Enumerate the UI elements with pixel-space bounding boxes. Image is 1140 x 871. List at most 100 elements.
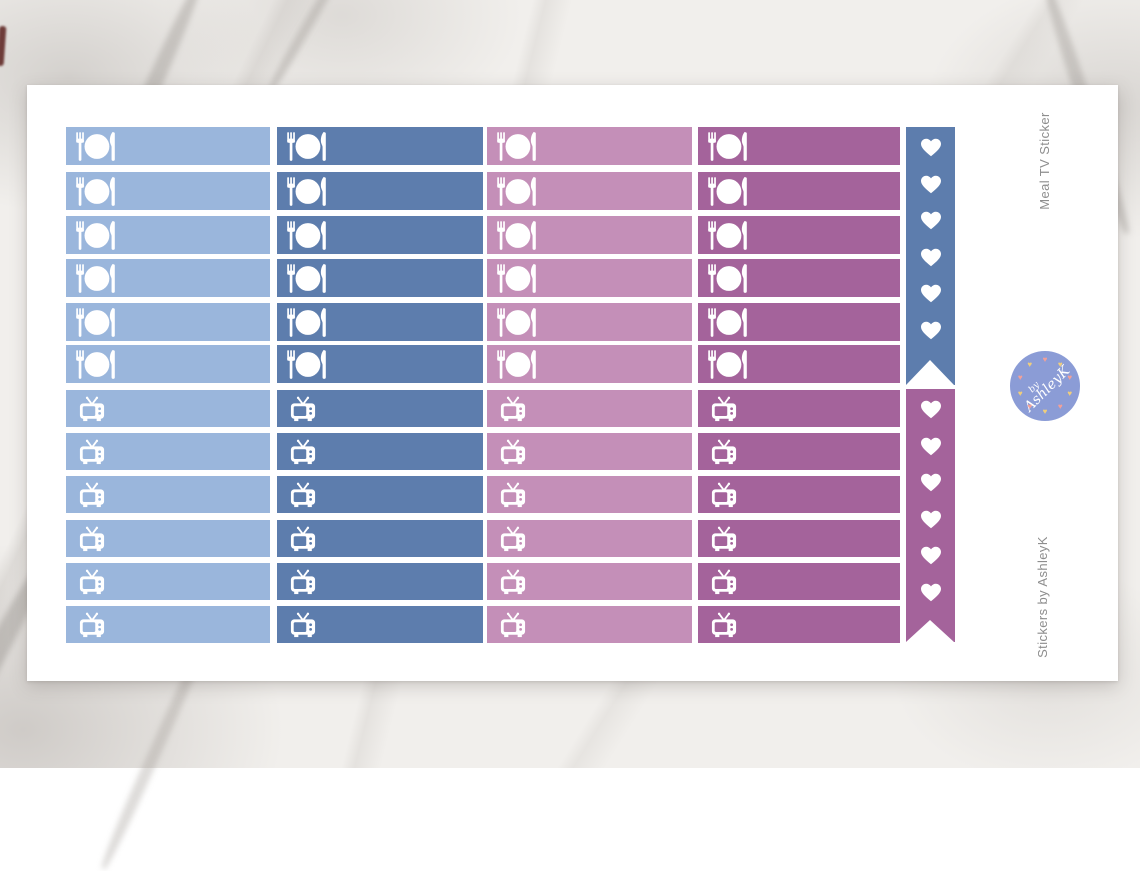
tv-sticker-strip — [698, 520, 900, 557]
tv-icon — [289, 482, 317, 508]
tv-icon — [78, 612, 106, 638]
meal-plate-icon — [286, 220, 328, 250]
meal-plate-icon — [707, 220, 749, 250]
meal-sticker-strip — [277, 303, 483, 341]
tv-icon — [78, 482, 106, 508]
meal-sticker-strip — [66, 345, 270, 383]
meal-plate-icon — [707, 349, 749, 379]
meal-sticker-strip — [66, 259, 270, 297]
badge-ring-heart-icon: ♥ — [1042, 407, 1048, 416]
meal-plate-icon — [75, 263, 117, 293]
meal-plate-icon — [496, 131, 538, 161]
tv-icon — [78, 569, 106, 595]
tv-icon — [499, 612, 527, 638]
meal-plate-icon — [707, 263, 749, 293]
tv-icon — [710, 612, 738, 638]
tv-icon — [289, 612, 317, 638]
tv-icon — [710, 569, 738, 595]
tv-sticker-strip — [277, 390, 483, 427]
meal-sticker-strip — [66, 216, 270, 254]
tv-sticker-strip — [487, 606, 692, 643]
meal-sticker-strip — [698, 127, 900, 165]
meal-sticker-strip — [487, 216, 692, 254]
heart-icon — [920, 437, 941, 461]
meal-sticker-strip — [487, 172, 692, 210]
heart-icon — [920, 400, 941, 424]
meal-plate-icon — [75, 131, 117, 161]
heart-icon — [920, 211, 941, 235]
tv-icon — [289, 396, 317, 422]
heart-icon — [920, 473, 941, 497]
meal-plate-icon — [286, 307, 328, 337]
tv-icon — [499, 439, 527, 465]
meal-sticker-strip — [277, 259, 483, 297]
tv-sticker-strip — [487, 520, 692, 557]
tv-sticker-strip — [698, 476, 900, 513]
tv-sticker-strip — [698, 433, 900, 470]
meal-plate-icon — [286, 263, 328, 293]
meal-sticker-strip — [277, 127, 483, 165]
flag-notch — [906, 360, 954, 385]
tv-icon — [499, 482, 527, 508]
meal-plate-icon — [496, 349, 538, 379]
tv-icon — [78, 439, 106, 465]
tv-icon — [289, 439, 317, 465]
tv-sticker-strip — [698, 390, 900, 427]
heart-checklist-flag-bottom — [906, 389, 955, 642]
heart-checklist-flag-top — [906, 127, 955, 385]
meal-plate-icon — [286, 131, 328, 161]
meal-plate-icon — [496, 176, 538, 206]
tv-sticker-strip — [277, 476, 483, 513]
tv-icon — [289, 569, 317, 595]
meal-plate-icon — [707, 176, 749, 206]
tv-sticker-strip — [66, 606, 270, 643]
tv-sticker-strip — [698, 606, 900, 643]
tv-icon — [499, 396, 527, 422]
tv-sticker-strip — [487, 563, 692, 600]
meal-plate-icon — [286, 349, 328, 379]
badge-ring-heart-icon: ♥ — [1042, 355, 1048, 364]
meal-sticker-strip — [277, 345, 483, 383]
tv-sticker-strip — [277, 563, 483, 600]
sheet-title-label: Meal TV Sticker — [1037, 112, 1052, 210]
meal-plate-icon — [75, 220, 117, 250]
tv-sticker-strip — [66, 476, 270, 513]
tv-sticker-strip — [66, 433, 270, 470]
brand-badge: by AshleyK ♥ ♥ ♥ ♥ ♥ ♥ ♥ ♥ ♥ ♥ — [1010, 351, 1080, 421]
meal-plate-icon — [707, 307, 749, 337]
badge-ring-heart-icon: ♥ — [1017, 389, 1023, 399]
tv-sticker-strip — [487, 433, 692, 470]
badge-ring-heart-icon: ♥ — [1017, 372, 1023, 382]
meal-sticker-strip — [698, 216, 900, 254]
badge-ring-heart-icon: ♥ — [1057, 359, 1063, 369]
shop-name-label: Stickers by AshleyK — [1035, 536, 1050, 658]
tv-sticker-strip — [487, 390, 692, 427]
tv-icon — [499, 569, 527, 595]
badge-ring-heart-icon: ♥ — [1027, 359, 1033, 369]
tv-icon — [710, 526, 738, 552]
heart-icon — [920, 583, 941, 607]
meal-plate-icon — [496, 220, 538, 250]
tv-icon — [289, 526, 317, 552]
heart-icon — [920, 321, 941, 345]
badge-ring-heart-icon: ♥ — [1067, 389, 1073, 399]
tv-icon — [710, 482, 738, 508]
meal-sticker-strip — [698, 303, 900, 341]
brand-badge-script: by AshleyK — [1017, 358, 1073, 415]
marble-vein — [265, 0, 345, 94]
meal-sticker-strip — [487, 345, 692, 383]
heart-icon — [920, 175, 941, 199]
meal-plate-icon — [75, 176, 117, 206]
marble-red-vein — [0, 25, 7, 67]
meal-plate-icon — [75, 307, 117, 337]
tv-sticker-strip — [66, 520, 270, 557]
meal-sticker-strip — [66, 172, 270, 210]
meal-plate-icon — [75, 349, 117, 379]
heart-icon — [920, 510, 941, 534]
meal-plate-icon — [496, 263, 538, 293]
tv-icon — [78, 526, 106, 552]
sticker-sheet: Meal TV Sticker Stickers by AshleyK by A… — [27, 85, 1118, 681]
meal-sticker-strip — [698, 259, 900, 297]
meal-sticker-strip — [487, 259, 692, 297]
